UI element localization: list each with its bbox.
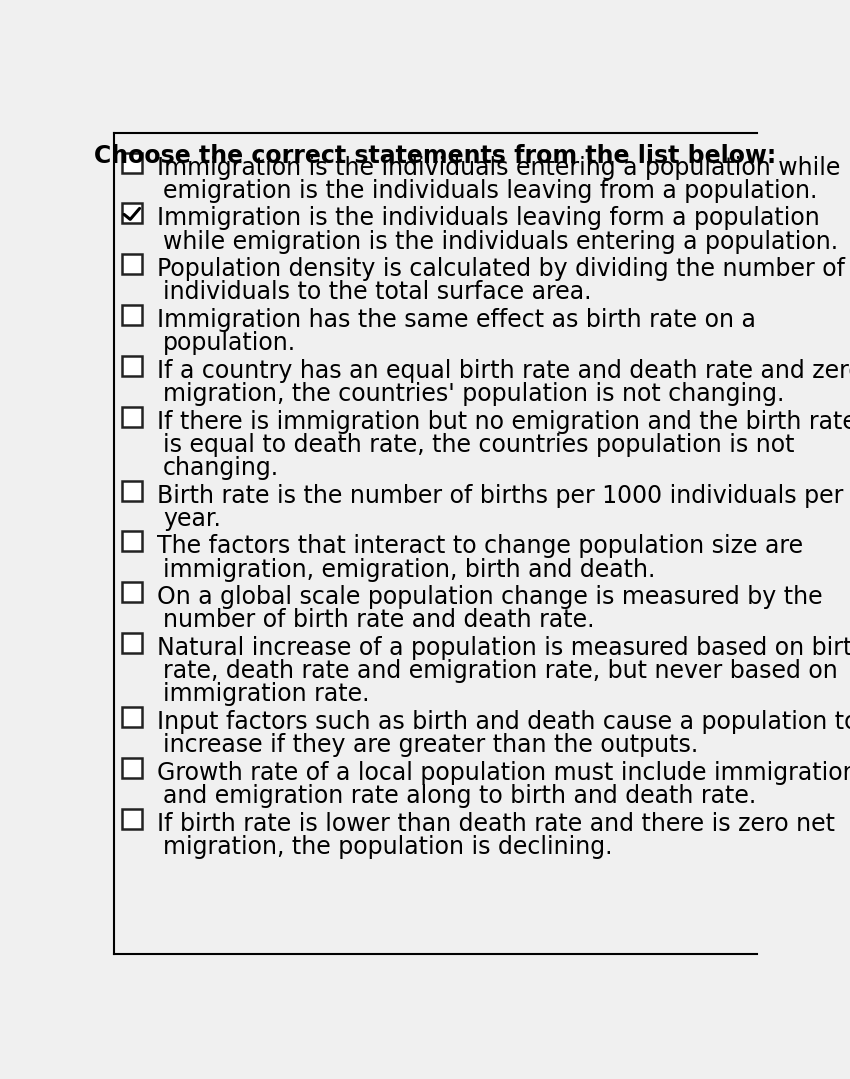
Text: The factors that interact to change population size are: The factors that interact to change popu… — [156, 534, 802, 559]
Text: Input factors such as birth and death cause a population to: Input factors such as birth and death ca… — [156, 710, 850, 734]
Text: immigration, emigration, birth and death.: immigration, emigration, birth and death… — [163, 558, 655, 582]
Text: immigration rate.: immigration rate. — [163, 682, 369, 707]
Bar — [122, 305, 142, 325]
Bar — [122, 808, 142, 829]
Bar — [122, 407, 142, 426]
Bar — [122, 532, 142, 551]
Text: increase if they are greater than the outputs.: increase if they are greater than the ou… — [163, 733, 698, 757]
Text: rate, death rate and emigration rate, but never based on: rate, death rate and emigration rate, bu… — [163, 659, 837, 683]
Bar — [122, 707, 142, 727]
Bar — [122, 480, 142, 501]
Bar — [122, 204, 142, 223]
Bar — [122, 255, 142, 274]
Text: If a country has an equal birth rate and death rate and zero: If a country has an equal birth rate and… — [156, 359, 850, 383]
Text: changing.: changing. — [163, 456, 279, 480]
Text: Growth rate of a local population must include immigration: Growth rate of a local population must i… — [156, 761, 850, 784]
Text: and emigration rate along to birth and death rate.: and emigration rate along to birth and d… — [163, 784, 756, 808]
Text: On a global scale population change is measured by the: On a global scale population change is m… — [156, 585, 822, 610]
Text: Birth rate is the number of births per 1000 individuals per: Birth rate is the number of births per 1… — [156, 483, 843, 508]
Text: individuals to the total surface area.: individuals to the total surface area. — [163, 281, 592, 304]
Text: If birth rate is lower than death rate and there is zero net: If birth rate is lower than death rate a… — [156, 811, 835, 836]
Bar — [122, 633, 142, 653]
Text: If there is immigration but no emigration and the birth rate: If there is immigration but no emigratio… — [156, 410, 850, 434]
Text: population.: population. — [163, 331, 296, 355]
Text: Population density is calculated by dividing the number of: Population density is calculated by divi… — [156, 257, 845, 282]
Text: emigration is the individuals leaving from a population.: emigration is the individuals leaving fr… — [163, 179, 817, 203]
Text: Immigration is the individuals entering a population while: Immigration is the individuals entering … — [156, 155, 840, 180]
Bar — [122, 583, 142, 602]
Text: Natural increase of a population is measured based on birth: Natural increase of a population is meas… — [156, 637, 850, 660]
Text: migration, the population is declining.: migration, the population is declining. — [163, 835, 612, 859]
Bar — [122, 757, 142, 778]
Bar — [122, 152, 142, 173]
Text: year.: year. — [163, 507, 221, 531]
Text: is equal to death rate, the countries population is not: is equal to death rate, the countries po… — [163, 433, 794, 456]
Text: migration, the countries' population is not changing.: migration, the countries' population is … — [163, 382, 785, 406]
Text: while emigration is the individuals entering a population.: while emigration is the individuals ente… — [163, 230, 838, 254]
Text: Immigration has the same effect as birth rate on a: Immigration has the same effect as birth… — [156, 309, 756, 332]
Text: number of birth rate and death rate.: number of birth rate and death rate. — [163, 609, 594, 632]
Text: Choose the correct statements from the list below:: Choose the correct statements from the l… — [94, 145, 777, 168]
Text: Immigration is the individuals leaving form a population: Immigration is the individuals leaving f… — [156, 206, 819, 231]
Bar — [122, 356, 142, 375]
